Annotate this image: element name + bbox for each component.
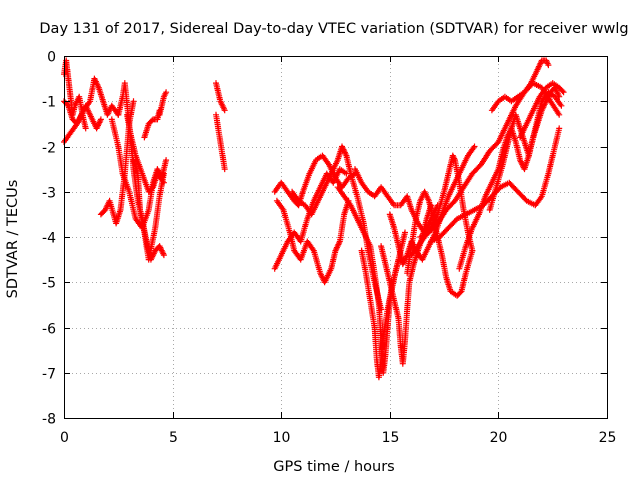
y-tick-label: -2 [42,141,56,157]
series-track-w [408,152,476,259]
x-tick-label: 0 [60,430,69,446]
y-tick-label: -3 [42,186,56,202]
series-track-n [273,197,352,286]
series-track-i [141,107,163,141]
series-track-h [130,157,167,263]
y-tick-label: -8 [42,412,56,428]
y-tick-label: -5 [42,276,56,292]
x-axis-label: GPS time / hours [273,459,394,475]
y-tick-label: 0 [47,50,56,66]
y-tick-label: -1 [42,95,56,111]
x-tick-label: 25 [599,430,617,446]
series-track-l [213,111,228,173]
y-tick-label: -7 [42,367,56,383]
series-track-ab [488,57,552,114]
series-track-o [271,152,358,209]
axis-ticks: 0 5 10 15 20 25 0 -1 -2 -3 -4 -5 -6 -7 -8 [42,50,616,447]
series-track-ac [517,80,567,141]
y-tick-label: -4 [42,231,56,247]
y-tick-label: -6 [42,322,56,338]
series-track-g [124,111,167,195]
series-track-x [428,125,563,245]
series-track-p [289,143,385,313]
series-track-k [213,80,228,114]
x-tick-label: 20 [490,430,508,446]
x-tick-label: 5 [169,430,178,446]
chart-title: Day 131 of 2017, Sidereal Day-to-day VTE… [39,21,628,37]
x-tick-label: 10 [273,430,291,446]
x-tick-label: 15 [382,430,400,446]
series-track-aa [486,84,563,213]
y-axis-label: SDTVAR / TECUs [5,180,21,299]
series-track-j [156,89,170,118]
